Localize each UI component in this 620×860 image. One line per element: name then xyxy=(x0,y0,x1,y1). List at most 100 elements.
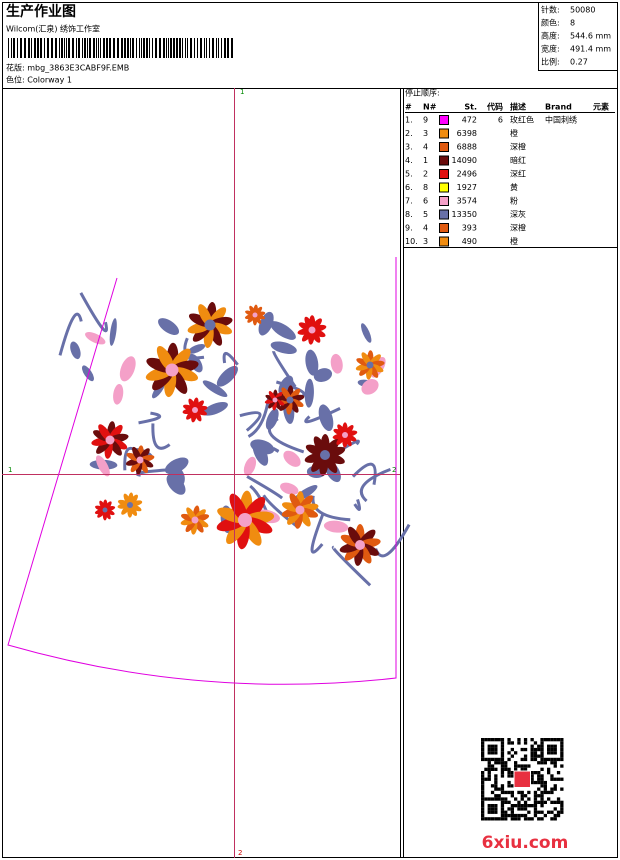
qr-cell xyxy=(481,774,485,778)
qr-cell xyxy=(500,804,505,808)
qr-cell xyxy=(484,817,488,821)
flower-center xyxy=(127,502,133,508)
qr-cell xyxy=(514,764,518,768)
axis-label: 2 xyxy=(392,466,396,474)
needle: 2 xyxy=(423,170,428,179)
qr-cell xyxy=(533,741,538,745)
qr-cell xyxy=(494,804,498,808)
qr-cell xyxy=(487,744,491,748)
description: 深灰 xyxy=(510,209,526,219)
qr-cell xyxy=(487,757,491,762)
vine xyxy=(374,523,411,558)
qr-cell xyxy=(500,797,505,801)
qr-cell xyxy=(543,738,547,742)
qr-cell xyxy=(514,761,518,765)
needle: 1 xyxy=(423,156,428,165)
color-swatch xyxy=(439,236,449,247)
qr-cell xyxy=(500,764,505,768)
flower-center xyxy=(238,513,252,527)
qr-cell xyxy=(523,764,528,768)
qr-cell xyxy=(481,810,485,814)
bar-stripe xyxy=(31,38,32,58)
bar-stripe xyxy=(117,38,119,58)
qr-cell xyxy=(487,761,491,765)
qr-cell xyxy=(504,764,508,768)
stitch-count: 6888 xyxy=(457,143,477,152)
qr-cell xyxy=(560,804,564,808)
qr-cell xyxy=(500,757,505,762)
bar-stripe xyxy=(141,38,142,58)
flower-center xyxy=(105,435,115,445)
qr-cell xyxy=(540,780,544,785)
qr-cell xyxy=(500,810,505,814)
qr-cell xyxy=(481,751,485,755)
bar-stripe xyxy=(106,38,108,58)
qr-cell xyxy=(550,774,554,778)
qr-cell xyxy=(550,777,554,781)
qr-cell xyxy=(494,774,498,778)
qr-cell xyxy=(553,757,557,762)
qr-cell xyxy=(494,817,498,821)
bar-stripe xyxy=(185,38,186,58)
qr-cell xyxy=(504,810,508,814)
qr-cell xyxy=(540,761,544,765)
qr-cell xyxy=(560,751,564,755)
qr-cell xyxy=(494,777,498,781)
bar-stripe xyxy=(103,38,105,58)
qr-cell xyxy=(530,738,534,742)
axis-label: 2 xyxy=(238,849,242,857)
stitch-count: 472 xyxy=(462,116,477,125)
qr-cell xyxy=(504,813,508,818)
leaf xyxy=(187,344,206,354)
qr-cell xyxy=(494,794,498,798)
qr-cell xyxy=(494,751,498,755)
vine xyxy=(272,447,280,453)
qr-cell xyxy=(553,744,557,748)
column-header: 代码 xyxy=(486,102,503,112)
qr-cell xyxy=(556,757,561,762)
bar-stripe xyxy=(93,38,95,58)
qr-cell xyxy=(530,774,534,778)
leaf xyxy=(280,482,299,495)
qr-cell xyxy=(523,757,528,762)
bar-stripe xyxy=(130,38,131,58)
qr-cell xyxy=(537,794,541,798)
description: 深橙 xyxy=(510,142,526,152)
qr-cell xyxy=(533,810,538,814)
qr-cell xyxy=(497,797,501,801)
qr-cell xyxy=(556,800,561,804)
qr-cell xyxy=(550,810,554,814)
bar-stripe xyxy=(82,38,83,58)
qr-cell xyxy=(510,747,514,752)
row-number: 3. xyxy=(405,143,413,152)
qr-cell xyxy=(556,813,561,818)
qr-cell xyxy=(507,800,511,804)
qr-cell xyxy=(487,747,491,752)
qr-cell xyxy=(487,764,491,768)
qr-cell xyxy=(517,741,521,745)
qr-cell xyxy=(533,813,538,818)
qr-cell xyxy=(553,807,557,811)
qr-cell xyxy=(523,767,528,771)
bar-stripe xyxy=(227,38,229,58)
axis-label: 1 xyxy=(8,466,12,474)
hoop-outline xyxy=(7,257,397,685)
leaf xyxy=(158,318,180,335)
qr-cell xyxy=(481,813,485,818)
qr-cell xyxy=(500,751,505,755)
vine xyxy=(58,312,83,356)
vine xyxy=(353,499,362,511)
qr-cell xyxy=(560,807,564,811)
row-number: 4. xyxy=(405,156,413,165)
flower-center xyxy=(191,516,199,524)
qr-cell xyxy=(533,757,538,762)
flower-center xyxy=(272,397,278,403)
qr-cell xyxy=(494,761,498,765)
qr-cell xyxy=(490,738,495,742)
qr-cell xyxy=(481,797,485,801)
qr-cell xyxy=(553,738,557,742)
qr-cell xyxy=(533,794,538,798)
qr-cell xyxy=(523,807,528,811)
flower-center xyxy=(204,319,216,331)
bar-stripe xyxy=(87,38,88,58)
